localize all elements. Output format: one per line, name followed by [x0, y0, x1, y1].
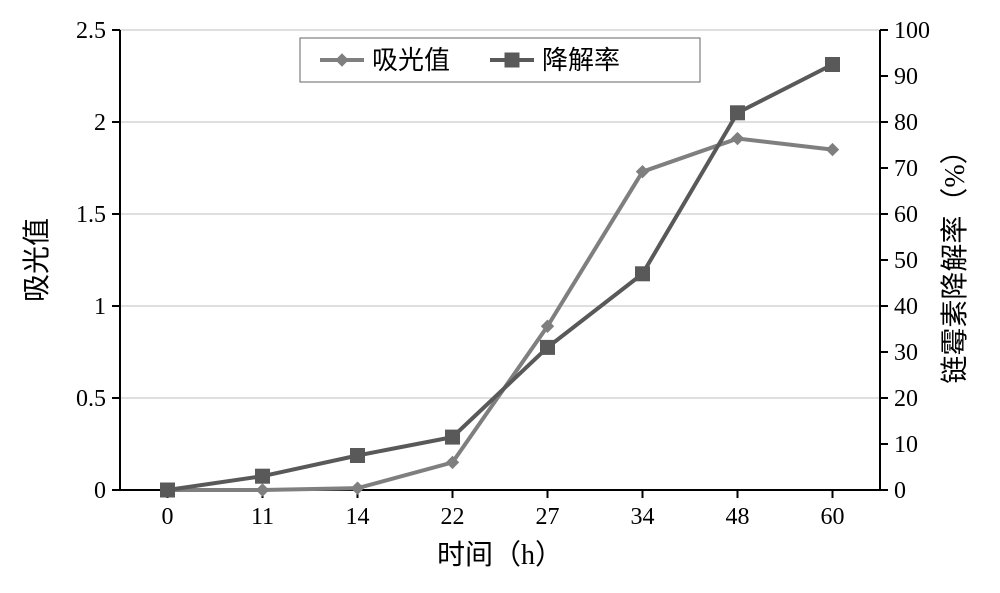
- y-left-tick-label: 0.5: [76, 386, 106, 412]
- x-tick-label: 14: [346, 504, 370, 530]
- y-right-tick-label: 70: [894, 156, 918, 182]
- dual-axis-line-chart: 0 0.5 1 1.5 2 2.5 0 10 20 30 40 50 60 70 80 90 100 0 11 14 2…: [0, 0, 1000, 593]
- chart-container: 0 0.5 1 1.5 2 2.5 0 10 20 30 40 50 60 70 80 90 100 0 11 14 2…: [0, 0, 1000, 593]
- y-right-tick-label: 50: [894, 248, 918, 274]
- y-left-tick-label: 0: [94, 478, 106, 504]
- legend-item-label: 吸光值: [372, 46, 450, 75]
- x-tick-label: 11: [251, 504, 274, 530]
- y-right-tick-label: 80: [894, 110, 918, 136]
- x-tick-label: 60: [821, 504, 845, 530]
- y-left-tick-label: 2.5: [76, 18, 106, 44]
- y-right-tick-label: 100: [894, 18, 930, 44]
- y-left-tick-label: 1.5: [76, 202, 106, 228]
- x-tick-label: 34: [631, 504, 655, 530]
- y-left-axis-label: 吸光值: [21, 218, 53, 302]
- y-left-tick-label: 1: [94, 294, 106, 320]
- y-right-tick-label: 60: [894, 202, 918, 228]
- y-left-tick-label: 2: [94, 110, 106, 136]
- x-axis-label: 时间（h）: [437, 539, 563, 571]
- legend-item-label: 降解率: [542, 46, 620, 75]
- x-tick-label: 27: [536, 504, 560, 530]
- y-right-tick-label: 20: [894, 386, 918, 412]
- x-tick-label: 22: [441, 504, 465, 530]
- y-right-tick-label: 90: [894, 64, 918, 90]
- x-tick-label: 48: [726, 504, 750, 530]
- y-right-axis-label: 链霉素降解率（%）: [939, 136, 971, 383]
- y-right-tick-label: 30: [894, 340, 918, 366]
- y-right-tick-label: 40: [894, 294, 918, 320]
- x-tick-label: 0: [162, 504, 174, 530]
- y-right-tick-label: 10: [894, 432, 918, 458]
- y-right-tick-label: 0: [894, 478, 906, 504]
